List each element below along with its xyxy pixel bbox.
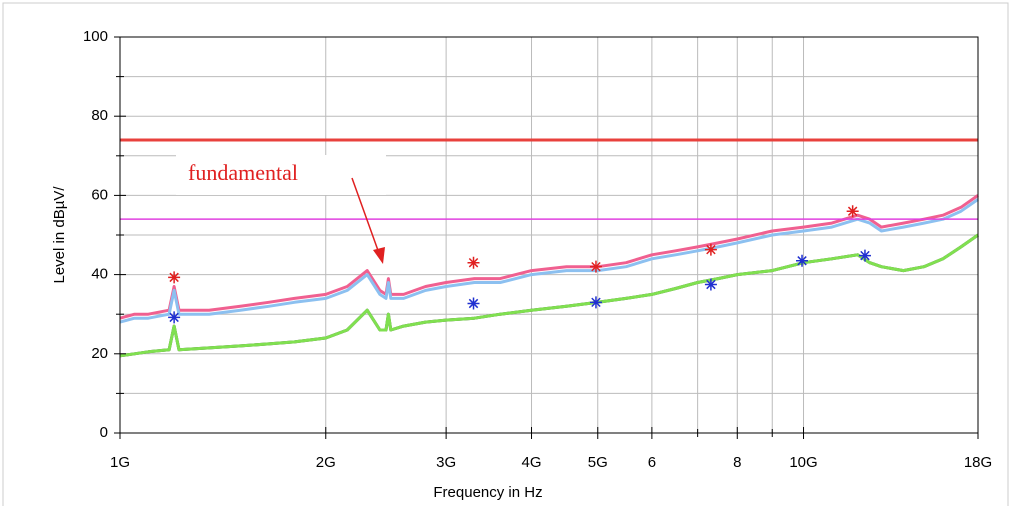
y-tick-label: 40 bbox=[91, 266, 108, 283]
annotation-arrow bbox=[351, 177, 381, 257]
x-tick-label: 8 bbox=[733, 454, 741, 471]
x-tick-label: 10G bbox=[789, 454, 817, 471]
detector-marker bbox=[467, 297, 480, 310]
x-tick-label: 18G bbox=[964, 454, 992, 471]
x-tick-label: 5G bbox=[588, 454, 608, 471]
x-tick-label: 3G bbox=[436, 454, 456, 471]
y-tick-label: 0 bbox=[100, 424, 108, 441]
x-tick-label: 1G bbox=[110, 454, 130, 471]
x-tick-label: 6 bbox=[648, 454, 656, 471]
y-tick-label: 20 bbox=[91, 345, 108, 362]
detector-marker bbox=[858, 249, 871, 262]
detector-marker bbox=[168, 271, 181, 284]
x-tick-label: 2G bbox=[316, 454, 336, 471]
trace bbox=[119, 194, 979, 320]
detector-marker bbox=[589, 260, 602, 273]
y-tick-label: 100 bbox=[83, 28, 108, 45]
annotation-box bbox=[176, 155, 386, 195]
x-axis-label: Frequency in Hz bbox=[433, 484, 542, 501]
marks bbox=[119, 138, 979, 358]
x-tick-label: 4G bbox=[522, 454, 542, 471]
detector-marker bbox=[589, 296, 602, 309]
y-tick-label: 80 bbox=[91, 107, 108, 124]
detector-marker bbox=[704, 243, 717, 256]
trace bbox=[119, 233, 979, 358]
trace bbox=[119, 233, 979, 358]
detector-marker bbox=[467, 256, 480, 269]
detector-marker bbox=[846, 205, 859, 218]
detector-marker bbox=[168, 311, 181, 324]
annotation-arrowhead bbox=[373, 247, 385, 264]
y-tick-label: 60 bbox=[91, 186, 108, 203]
grid bbox=[119, 36, 979, 434]
detector-marker bbox=[704, 278, 717, 291]
y-axis-label: Level in dBµV/ bbox=[51, 186, 68, 284]
annotation: fundamental bbox=[188, 160, 298, 185]
detector-marker bbox=[796, 254, 809, 267]
